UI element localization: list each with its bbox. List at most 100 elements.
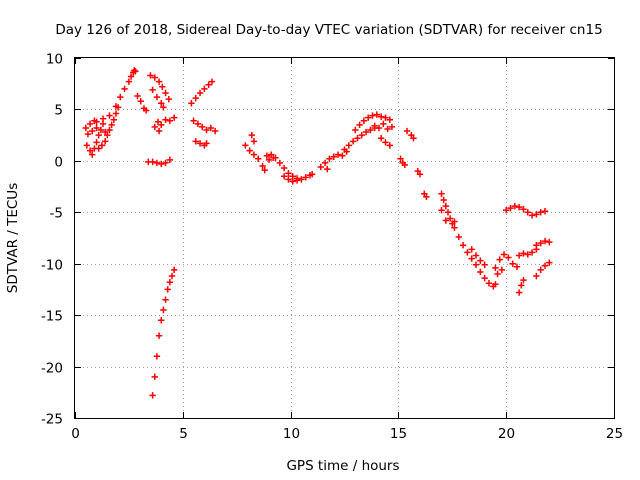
data-point (149, 86, 156, 94)
data-point (134, 92, 141, 100)
data-point (276, 159, 284, 167)
data-point (377, 113, 385, 120)
series-arc-4 (134, 92, 150, 114)
data-point (168, 272, 176, 280)
data-point (155, 78, 163, 85)
data-point (500, 251, 508, 258)
data-point (503, 207, 510, 214)
data-point (158, 100, 165, 107)
series-arc-26 (421, 190, 430, 201)
data-point (83, 142, 91, 149)
data-point (541, 262, 549, 269)
data-point (259, 162, 266, 170)
y-tick-label: -5 (50, 206, 63, 222)
data-point (248, 131, 255, 139)
data-point (166, 156, 174, 164)
data-point (285, 176, 292, 183)
data-point (494, 270, 501, 278)
series-arc-8 (145, 156, 174, 168)
data-point (496, 256, 503, 263)
data-point (160, 104, 167, 111)
data-point (104, 131, 111, 139)
data-point (89, 151, 96, 158)
data-point (302, 174, 309, 181)
data-point (89, 127, 96, 135)
data-point (477, 257, 484, 264)
data-point (147, 72, 154, 79)
data-point (162, 296, 169, 303)
data-point (416, 171, 424, 178)
data-point (537, 239, 544, 247)
data-point (84, 130, 92, 138)
x-tick-label: 25 (606, 426, 623, 442)
data-point (492, 264, 499, 272)
data-point (160, 306, 167, 314)
data-point (397, 155, 404, 162)
data-point (110, 116, 118, 123)
data-point (507, 204, 514, 212)
data-point (541, 208, 549, 215)
series-arc-30 (492, 251, 521, 278)
data-point (438, 190, 445, 197)
series-arc-14 (242, 142, 268, 174)
data-point (371, 122, 378, 130)
data-point (154, 118, 162, 125)
data-point (151, 373, 158, 381)
data-point (524, 251, 531, 258)
series-arc-7 (151, 114, 178, 135)
data-point (513, 263, 521, 270)
data-point (151, 123, 158, 131)
data-point (339, 152, 346, 159)
data-point (151, 74, 158, 81)
data-point (451, 218, 458, 225)
series-arc-10 (188, 78, 216, 107)
data-point (199, 123, 206, 131)
data-point (511, 202, 519, 210)
data-point (515, 252, 523, 259)
data-point (190, 117, 197, 124)
data-point (386, 116, 393, 123)
data-point (97, 126, 105, 134)
series-arc-32 (515, 246, 540, 259)
data-point (518, 282, 525, 289)
x-tick-label: 20 (498, 426, 515, 442)
series-arc-29 (468, 246, 488, 268)
series-arc-24 (403, 127, 417, 142)
series-arc-23 (397, 155, 409, 169)
y-axis-label: SDTVAR / TECUs (5, 183, 21, 293)
series-arc-21 (371, 120, 396, 133)
data-point (308, 171, 316, 178)
data-point (293, 177, 301, 184)
series-arc-25 (414, 167, 424, 178)
data-point (207, 124, 215, 132)
data-point (382, 114, 389, 121)
data-point (537, 266, 544, 274)
series-arc-28 (451, 224, 499, 290)
data-point (520, 276, 527, 284)
data-point (444, 209, 452, 216)
data-point (356, 121, 363, 129)
series-arc-31 (503, 202, 549, 219)
data-point (149, 158, 156, 166)
data-point (349, 138, 357, 145)
data-point (358, 131, 365, 139)
series-arc-11 (190, 117, 219, 135)
data-point (194, 120, 202, 128)
data-point (334, 151, 342, 158)
data-point (403, 127, 411, 135)
y-tick-label: -15 (41, 309, 63, 325)
data-point (280, 164, 288, 172)
data-point (380, 120, 387, 128)
data-point (127, 73, 135, 80)
data-point (375, 124, 383, 132)
series-arc-27 (438, 190, 458, 227)
data-point (289, 178, 296, 185)
data-point (438, 207, 445, 214)
data-point (365, 114, 372, 121)
axis-ticks: 0 5 10 15 20 25 -25 -20 -15 -10 -5 0 5 10 (41, 52, 623, 443)
data-point (446, 215, 454, 222)
data-point (330, 153, 337, 160)
data-point (345, 142, 353, 149)
data-point (86, 147, 94, 154)
